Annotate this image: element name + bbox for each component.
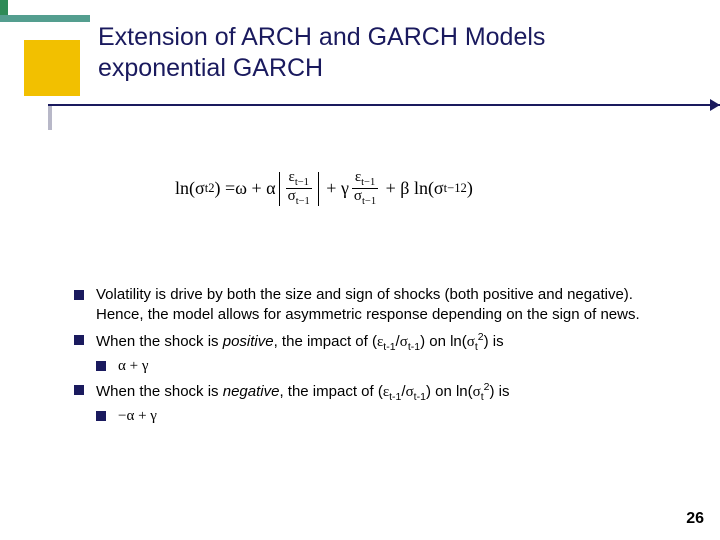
bullet-volatility: Volatility is drive by both the size and… <box>74 285 680 326</box>
bullet-positive: When the shock is positive, the impact o… <box>74 330 680 376</box>
title-underline <box>48 104 720 106</box>
bullet-volatility-text: Volatility is drive by both the size and… <box>96 286 640 323</box>
title-line-1: Extension of ARCH and GARCH Models <box>98 23 545 51</box>
corner-accent-teal <box>0 15 90 22</box>
title-underline-shadow <box>48 106 52 130</box>
title-underline-arrow <box>710 99 720 111</box>
bullet-negative: When the shock is negative, the impact o… <box>74 380 680 426</box>
slide-title: Extension of ARCH and GARCH Models expon… <box>98 22 545 85</box>
sub-bullet-negative: −α + γ <box>96 406 680 426</box>
title-line-2: exponential GARCH <box>98 54 323 82</box>
egarch-formula: ln(σt2) = ω + α εt−1 σt−1 + γ εt−1 σt−1 … <box>175 170 473 207</box>
page-number: 26 <box>686 510 704 528</box>
sub-bullet-positive: α + γ <box>96 356 680 376</box>
body-content: Volatility is drive by both the size and… <box>74 285 680 430</box>
corner-accent-yellow <box>24 40 80 96</box>
